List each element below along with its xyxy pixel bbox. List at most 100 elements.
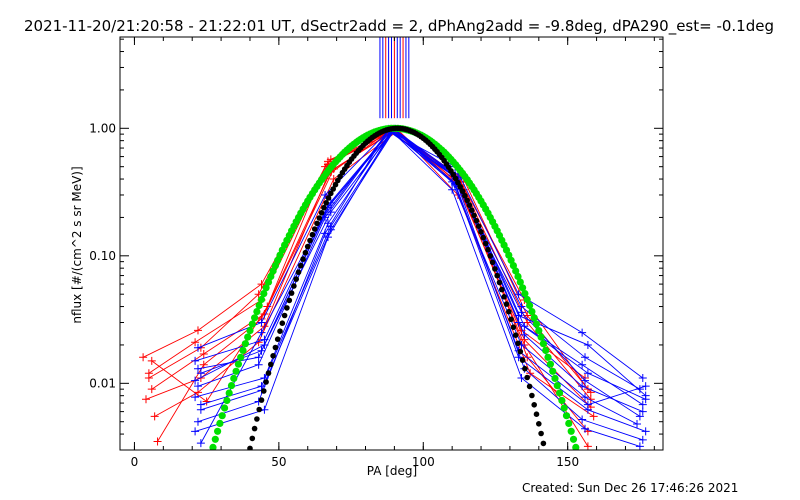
fit-black-point [531, 402, 537, 408]
fit-green-point [225, 389, 233, 397]
series-point [583, 442, 592, 450]
fit-black-point [464, 197, 471, 204]
series-point [139, 353, 148, 362]
fit-green-point [521, 290, 529, 298]
created-timestamp: Created: Sun Dec 26 17:46:26 2021 [522, 481, 738, 495]
fit-green-point [253, 308, 261, 316]
y-tick-label: 0.01 [89, 376, 116, 390]
series-point [583, 400, 592, 409]
fit-green-point [267, 272, 275, 281]
fit-black-point [466, 202, 473, 208]
series-line [194, 129, 641, 417]
series-point [193, 382, 202, 391]
fit-black-point [540, 440, 547, 447]
fit-green-point [562, 412, 571, 420]
series-point [581, 353, 590, 362]
fit-black-point [256, 406, 263, 413]
fit-black-point [496, 279, 503, 286]
fit-black-point [510, 324, 517, 331]
fit-black-point [265, 370, 272, 376]
fit-green-point [218, 412, 226, 420]
series-point [191, 427, 200, 436]
fit-black-point [515, 340, 521, 347]
fit-black-point [328, 190, 334, 197]
fit-green-point [216, 419, 224, 427]
fit-black-point [254, 416, 260, 422]
fit-green-point [221, 404, 229, 412]
series-point [196, 439, 205, 448]
fit-black-point [473, 217, 480, 224]
fit-black-point [268, 361, 274, 368]
fit-black-point [288, 290, 295, 296]
fit-green-point [260, 290, 268, 298]
x-tick-label: 50 [271, 455, 286, 469]
fit-black-point [524, 374, 530, 381]
fit-green-point [227, 382, 236, 390]
series-line [200, 128, 646, 406]
series-point [141, 395, 150, 404]
fit-green-point [558, 396, 566, 405]
fit-black-point [455, 179, 461, 186]
fit-green-point [207, 452, 214, 459]
series-point [191, 338, 200, 347]
fit-green-point [262, 284, 270, 292]
fit-black-point [452, 175, 459, 182]
fit-black-point [279, 320, 286, 327]
series-point [254, 360, 263, 369]
x-axis-label: PA [deg] [367, 464, 417, 478]
series-point [633, 419, 642, 428]
series-point [641, 391, 650, 400]
fit-green-point [516, 278, 524, 286]
series-point [321, 190, 330, 199]
fit-green-point [234, 360, 242, 368]
series-point [526, 369, 535, 378]
fit-black-point [501, 294, 507, 300]
fit-green-point [556, 389, 564, 397]
series-point [638, 435, 647, 444]
series-point [517, 374, 526, 383]
fit-black-point [469, 207, 475, 213]
fit-black-point [475, 223, 482, 229]
fit-green-point [567, 427, 575, 435]
series-point [578, 360, 587, 369]
fit-green-point [223, 396, 231, 405]
y-tick-label: 1.00 [89, 121, 116, 135]
y-tick-label: 0.10 [89, 249, 116, 263]
fit-green-point [542, 346, 550, 354]
series-line [197, 130, 643, 413]
series-line [194, 129, 638, 425]
fit-green-point [526, 301, 534, 310]
fit-green-point [246, 327, 254, 335]
series-point [589, 412, 598, 421]
fit-black-point [508, 316, 514, 323]
series-point [578, 382, 587, 391]
fit-black-point [291, 283, 297, 289]
series-line [194, 130, 641, 447]
series-point [581, 393, 590, 402]
series-point [581, 376, 590, 385]
fit-black-point [480, 234, 487, 241]
fit-black-point [270, 353, 276, 359]
series-point [191, 376, 200, 385]
series-point [254, 353, 263, 362]
fit-green-point [544, 353, 552, 361]
fit-black-point [471, 212, 477, 219]
series-point [578, 328, 587, 337]
fit-black-point [311, 226, 318, 232]
fit-green-point [539, 340, 548, 348]
series-point [144, 374, 153, 383]
fit-green-point [565, 419, 573, 427]
series-point [263, 302, 272, 311]
fit-green-point [519, 284, 527, 292]
series-point [586, 395, 595, 404]
fit-black-point [459, 188, 466, 194]
fit-green-point [560, 404, 568, 412]
series-point [191, 393, 200, 402]
fit-green-point [512, 267, 520, 275]
series-point [635, 412, 644, 421]
series-point [641, 427, 650, 436]
fit-black-point [538, 430, 544, 437]
plot-marks [139, 37, 650, 459]
fit-black-point [304, 243, 311, 250]
